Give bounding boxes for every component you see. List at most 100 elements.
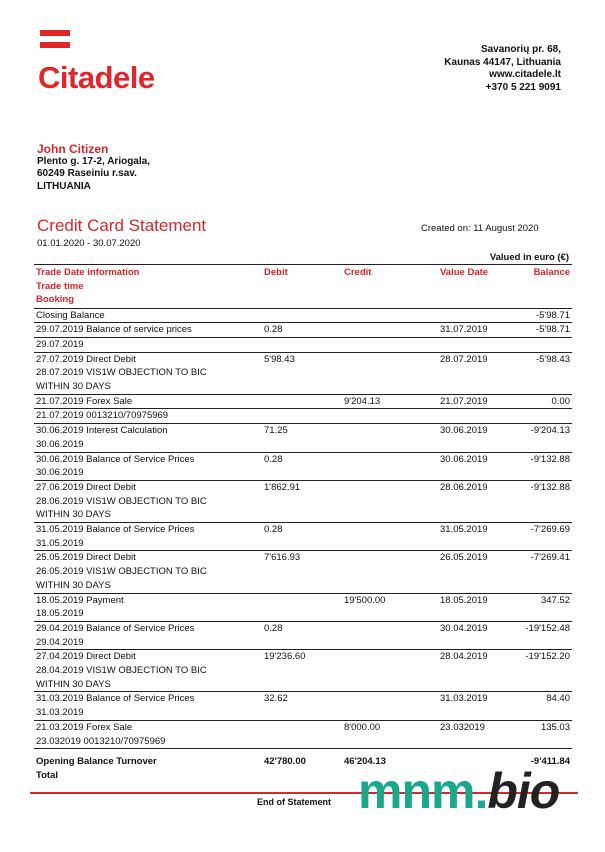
cell-debit: 0.28 (264, 622, 283, 634)
cell-info: 31.03.2019 Balance of Service Prices 31.0… (34, 692, 262, 720)
text-line: 21.07.2019 0013210/70975969 (36, 410, 169, 422)
cell-debit: 19'236.60 (264, 651, 306, 663)
table-row: 25.05.2019 Direct Debit 26.05.2019 VIS1W … (34, 550, 572, 593)
transactions-table: Trade Date information Trade time Booking … (34, 264, 572, 783)
customer-address: Plento g. 17-2, Ariogala, 60249 Raseiniu … (37, 156, 150, 194)
text-line: 29.07.2019 Balance of service prices (36, 324, 192, 336)
cell-info: Closing Balance (34, 308, 262, 323)
cell-info: 25.05.2019 Direct Debit 26.05.2019 VIS1W … (34, 551, 262, 593)
text-line: www.citadele.lt (489, 69, 561, 80)
cell-info: 21.07.2019 Forex Sale (34, 394, 262, 409)
cell-info: 29.07.2019 (34, 337, 262, 352)
cell-debit (262, 394, 342, 409)
cell-debit: 0.28 (264, 324, 283, 336)
footer-divider (30, 792, 578, 794)
table-row: 30.06.2019 Interest Calculation 30.06.201… (34, 423, 572, 452)
cell-credit (342, 650, 438, 692)
cell-value-date: 28.06.2019 (440, 481, 488, 493)
table-row: 18.05.2019 Payment 18.05.2019 19'500.00 18.… (34, 593, 572, 621)
text-line: 29.04.2019 Balance of Service Prices (36, 622, 195, 634)
cell-balance (512, 409, 572, 424)
cell-info: 29.07.2019 Balance of service prices (34, 323, 262, 338)
text-line: Plento g. 17-2, Ariogala, (37, 155, 150, 167)
text-line: 28.04.2019 VIS1W OBJECTION TO BIC (36, 665, 207, 677)
cell-value-date: 23.032019 (440, 721, 485, 733)
cell-balance: -19'152.20 (525, 651, 570, 663)
cell-info: 29.04.2019 Balance of Service Prices 29.0… (34, 621, 262, 649)
cell-balance: 347.52 (540, 594, 570, 606)
logo-mark-bar (40, 30, 70, 36)
total-debit: 42'780.00 (264, 756, 306, 768)
table-row: 21.03.2019 Forex Sale 23.032019 0013210/7… (34, 720, 572, 748)
table-row: 29.07.2019 (34, 337, 572, 352)
cell-value-date (438, 337, 512, 352)
text-line: 31.05.2019 (36, 537, 84, 549)
cell-credit (342, 621, 438, 649)
cell-credit (342, 409, 438, 424)
cell-info: 27.07.2019 Direct Debit 28.07.2019 VIS1W … (34, 352, 262, 394)
table-header: Trade Date information Trade time Booking … (34, 264, 572, 309)
cell-credit: 9'204.13 (344, 395, 381, 407)
cell-info: 27.06.2019 Direct Debit 28.06.2019 VIS1W … (34, 480, 262, 522)
bank-logo: Citadele (38, 60, 155, 95)
text-line: 21.03.2019 Forex Sale (36, 721, 133, 733)
text-line: +370 5 221 9091 (485, 81, 561, 93)
cell-info: 21.07.2019 0013210/70975969 (34, 409, 262, 424)
table-row: 30.06.2019 Balance of Service Prices 30.0… (34, 452, 572, 480)
text-line: 29.07.2019 (36, 338, 84, 350)
cell-value-date: 30.06.2019 (440, 453, 488, 465)
text-line: Trade time (36, 280, 84, 292)
text-line: WITHIN 30 DAYS (36, 381, 111, 393)
text-line: WITHIN 30 DAYS (36, 678, 111, 690)
cell-value-date: 30.06.2019 (440, 425, 488, 437)
text-line: Savanorių pr. 68, (480, 44, 561, 55)
total-credit: 46'204.13 (344, 756, 386, 768)
text-line: 31.03.2019 (36, 707, 84, 719)
text-line: 25.05.2019 Direct Debit (36, 552, 136, 564)
text-line: 30.06.2019 (36, 438, 84, 450)
table-row: 29.07.2019 Balance of service prices 0.28… (34, 322, 572, 338)
cell-balance: -9'132.88 (530, 481, 570, 493)
table-row: 21.07.2019 0013210/70975969 (34, 408, 572, 424)
cell-debit (262, 337, 342, 352)
watermark-main: mnm. (358, 763, 488, 819)
cell-credit: 8'000.00 (344, 721, 381, 733)
totals-label: Opening Balance Turnover Total (34, 749, 262, 783)
cell-debit (262, 593, 342, 621)
cell-debit: 5'98.43 (264, 353, 295, 365)
text-line: Kaunas 44147, Lithuania (444, 56, 561, 68)
cell-value-date (438, 409, 512, 424)
cell-debit: 0.28 (264, 453, 283, 465)
cell-balance: -9'132.88 (530, 453, 570, 465)
end-of-statement: End of Statement (257, 797, 332, 807)
text-line: 30.06.2019 Interest Calculation (36, 425, 168, 437)
text-line: 27.07.2019 Direct Debit (36, 353, 136, 365)
cell-credit (342, 308, 438, 323)
cell-debit (262, 308, 342, 323)
cell-credit (342, 452, 438, 480)
cell-credit (342, 692, 438, 720)
cell-debit: 7'616.93 (264, 552, 301, 564)
cell-debit: 1'862.91 (264, 481, 301, 493)
cell-info: 21.03.2019 Forex Sale 23.032019 0013210/7… (34, 720, 262, 748)
text-line: 30.06.2019 (36, 467, 84, 479)
cell-info: 30.06.2019 Balance of Service Prices 30.0… (34, 452, 262, 480)
text-line: 18.05.2019 (36, 608, 84, 620)
text-line: Total (36, 770, 58, 781)
cell-credit (342, 551, 438, 593)
cell-value-date: 18.05.2019 (440, 594, 488, 606)
customer-name: John Citizen (37, 142, 109, 156)
watermark-accent: bio (487, 763, 560, 819)
text-line: 21.07.2019 Forex Sale (36, 395, 133, 407)
cell-credit (342, 523, 438, 551)
cell-balance: -7'269.41 (530, 552, 570, 564)
text-line: LITHUANIA (37, 180, 91, 192)
cell-value-date (438, 308, 512, 323)
text-line: 30.06.2019 Balance of Service Prices (36, 453, 195, 465)
cell-balance: -19'152.48 (525, 622, 570, 634)
cell-credit (342, 352, 438, 394)
text-line: 18.05.2019 Payment (36, 594, 124, 606)
cell-info: 18.05.2019 Payment 18.05.2019 (34, 593, 262, 621)
cell-balance: 0.00 (551, 395, 571, 407)
cell-value-date: 28.04.2019 (440, 651, 488, 663)
